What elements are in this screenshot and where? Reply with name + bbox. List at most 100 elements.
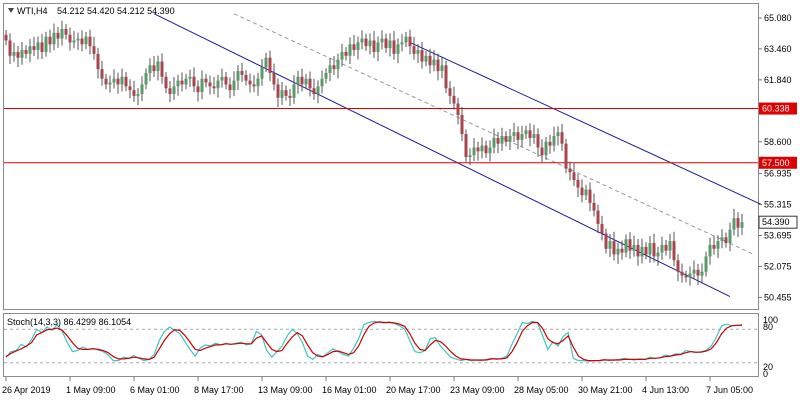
candle — [304, 73, 308, 90]
candle — [4, 29, 8, 46]
candle — [84, 31, 88, 50]
indicator-panel-frame — [3, 313, 759, 377]
candle — [612, 231, 616, 261]
candle — [176, 74, 180, 96]
candle — [656, 246, 660, 266]
candle — [240, 62, 244, 82]
candle — [440, 57, 444, 79]
candle — [648, 235, 652, 263]
candle — [444, 60, 448, 94]
candle — [80, 30, 84, 52]
candle — [504, 131, 508, 147]
candle — [76, 32, 80, 50]
candle — [636, 239, 640, 266]
stoch-scale-0: 0 — [763, 369, 768, 379]
main-panel-frame — [3, 3, 759, 310]
candle — [556, 126, 560, 146]
candle — [156, 55, 160, 81]
candle — [552, 126, 556, 152]
candle — [480, 137, 484, 159]
candle — [520, 125, 524, 147]
candle — [704, 251, 708, 277]
time-tick-label: 6 May 01:00 — [130, 385, 180, 395]
price-tick-label: 56.935 — [764, 169, 792, 179]
stoch-main-line — [5, 320, 743, 362]
candle — [24, 45, 28, 59]
candle — [316, 80, 320, 104]
level-badge-label: 60.338 — [762, 104, 790, 114]
time-tick-label: 16 May 01:00 — [322, 385, 377, 395]
price-tick-label: 61.840 — [764, 75, 792, 85]
candle — [232, 71, 236, 97]
candle — [140, 76, 144, 102]
candle — [296, 70, 300, 94]
level-badge — [759, 156, 797, 169]
candle — [380, 30, 384, 50]
candle — [64, 24, 68, 40]
candle — [288, 88, 292, 107]
price-tick-label: 52.075 — [764, 261, 792, 271]
candle — [596, 204, 600, 234]
candle — [224, 72, 228, 90]
candle — [408, 29, 412, 55]
candle — [564, 138, 568, 174]
price-tick-label: 53.695 — [764, 230, 792, 240]
candle — [360, 30, 364, 50]
candle — [12, 42, 16, 62]
candle — [456, 97, 460, 125]
candle — [412, 36, 416, 60]
candle — [128, 79, 132, 99]
time-tick-label: 4 Jun 13:00 — [642, 385, 689, 395]
candle — [180, 72, 184, 92]
current-price-label: 54.390 — [762, 217, 790, 227]
candle — [528, 123, 532, 147]
candle — [32, 36, 36, 56]
candle — [348, 37, 352, 64]
candle — [108, 75, 112, 93]
candle — [196, 80, 200, 102]
stoch-scale-100: 100 — [763, 315, 778, 325]
candle — [112, 69, 116, 89]
candle — [712, 235, 716, 255]
candle — [572, 162, 576, 186]
candle — [616, 242, 620, 264]
candle — [724, 232, 728, 248]
symbol-text: WTI,H4 — [17, 6, 48, 16]
candle — [188, 69, 192, 87]
candle — [676, 254, 680, 282]
candle — [264, 52, 268, 73]
time-tick-label: 7 Jun 05:00 — [706, 385, 753, 395]
candle — [436, 53, 440, 81]
candle — [492, 128, 496, 154]
candle — [308, 71, 312, 97]
candle — [400, 34, 404, 52]
candle — [584, 184, 588, 201]
candle — [624, 234, 628, 258]
candle — [420, 41, 424, 69]
candle — [204, 73, 208, 88]
candle — [208, 75, 212, 95]
candle — [488, 140, 492, 162]
candle — [392, 31, 396, 60]
candle — [548, 134, 552, 154]
candle — [96, 47, 100, 79]
candle — [300, 68, 304, 92]
candle — [152, 55, 156, 77]
candle — [668, 234, 672, 259]
candle — [8, 33, 12, 64]
candle — [500, 127, 504, 151]
candle — [168, 81, 172, 103]
candle — [484, 140, 488, 158]
candle — [104, 73, 108, 90]
candle — [136, 88, 140, 106]
candle — [236, 65, 240, 90]
candle — [256, 72, 260, 96]
candle — [20, 41, 24, 65]
candle — [212, 76, 216, 95]
channel-upper-line — [409, 41, 763, 206]
time-tick-label: 23 May 09:00 — [450, 385, 505, 395]
time-tick-label: 30 May 21:00 — [578, 385, 633, 395]
price-tick-label: 63.460 — [764, 44, 792, 54]
candle — [512, 122, 516, 142]
